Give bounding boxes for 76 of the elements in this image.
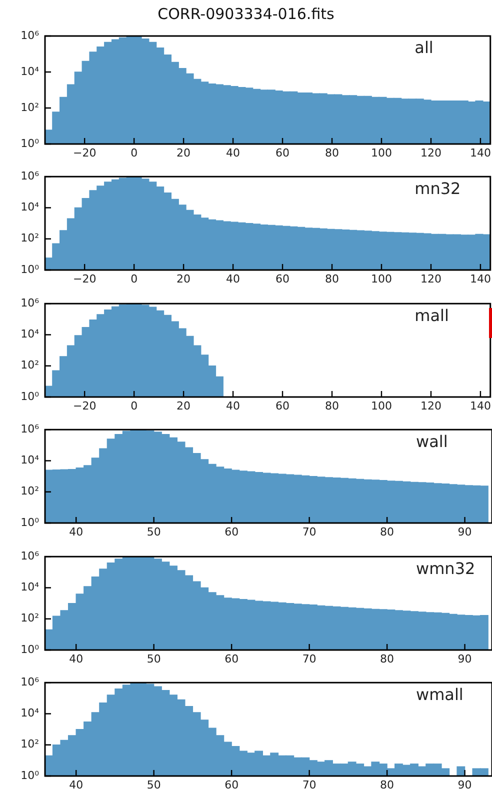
x-tick-label: 40 — [226, 146, 240, 160]
x-tick-label: 0 — [130, 272, 138, 286]
x-tick-label: 50 — [146, 525, 161, 538]
x-tick-label: 70 — [302, 652, 316, 666]
x-tick-label: 50 — [146, 778, 161, 792]
y-tick-label: 10⁶ — [20, 169, 40, 182]
annotation: all — [414, 38, 434, 58]
y-tick-label: 10⁰ — [20, 768, 40, 782]
annotation: wmn32 — [416, 558, 476, 578]
x-tick-label: 60 — [224, 652, 239, 666]
y-tick-label: 10⁴ — [20, 454, 40, 467]
x-tick-label: 50 — [146, 652, 161, 666]
x-tick-label: 40 — [69, 652, 84, 666]
x-tick-label: 70 — [302, 525, 316, 538]
y-tick-label: 10² — [20, 358, 39, 372]
y-tick-label: 10² — [20, 612, 39, 625]
x-tick-label: −20 — [72, 272, 96, 286]
chart-title: CORR-0903334-016.fits — [158, 4, 335, 23]
x-tick-label: −20 — [72, 399, 96, 412]
x-tick-label: 40 — [226, 272, 240, 286]
x-tick-label: 80 — [380, 525, 394, 538]
x-tick-label: 120 — [420, 399, 442, 412]
x-tick-label: 80 — [325, 146, 340, 160]
x-tick-label: 80 — [325, 272, 340, 286]
x-tick-label: 90 — [458, 652, 472, 666]
x-tick-label: 100 — [370, 272, 392, 286]
x-tick-label: 140 — [470, 399, 491, 412]
x-tick-label: 100 — [370, 146, 392, 160]
x-tick-label: 120 — [420, 272, 442, 286]
y-tick-label: 10² — [20, 484, 39, 498]
x-tick-label: 140 — [470, 146, 491, 160]
y-tick-label: 10⁶ — [20, 422, 40, 436]
y-tick-label: 10⁴ — [20, 706, 40, 720]
x-tick-label: 60 — [224, 525, 239, 538]
y-tick-label: 10⁴ — [20, 580, 40, 594]
x-tick-label: 40 — [69, 778, 84, 792]
x-tick-label: 90 — [458, 525, 472, 538]
y-tick-label: 10⁰ — [20, 516, 40, 529]
x-tick-label: 140 — [470, 272, 491, 286]
annotation: mn32 — [414, 178, 461, 198]
y-tick-label: 10⁴ — [20, 328, 40, 341]
x-tick-label: 20 — [176, 272, 191, 286]
x-tick-label: 0 — [130, 146, 138, 160]
y-tick-label: 10⁰ — [20, 136, 40, 150]
x-tick-label: 60 — [224, 778, 239, 792]
y-tick-label: 10⁰ — [20, 642, 40, 656]
x-tick-label: 80 — [380, 652, 394, 666]
x-tick-label: −20 — [72, 146, 96, 160]
x-tick-label: 20 — [176, 146, 191, 160]
x-tick-label: 40 — [69, 525, 84, 538]
x-tick-label: 90 — [458, 778, 472, 792]
annotation: wall — [416, 432, 448, 451]
x-tick-label: 70 — [302, 778, 316, 792]
x-tick-label: 0 — [130, 399, 138, 412]
x-tick-label: 20 — [176, 399, 191, 412]
y-tick-label: 10⁰ — [20, 262, 40, 276]
annotation: wmall — [416, 684, 464, 704]
y-tick-label: 10⁶ — [20, 28, 40, 42]
y-tick-label: 10⁶ — [20, 549, 40, 562]
x-tick-label: 60 — [276, 272, 290, 286]
x-tick-label: 80 — [380, 778, 394, 792]
annotation: mall — [414, 306, 449, 325]
y-tick-label: 10⁰ — [20, 390, 40, 403]
x-tick-label: 60 — [276, 399, 290, 412]
y-tick-label: 10⁴ — [20, 64, 40, 78]
y-tick-label: 10² — [20, 232, 39, 245]
x-tick-label: 60 — [276, 146, 290, 160]
x-tick-label: 100 — [370, 399, 392, 412]
y-tick-label: 10⁶ — [20, 675, 40, 688]
x-tick-label: 40 — [226, 399, 240, 412]
x-tick-label: 80 — [325, 399, 340, 412]
y-tick-label: 10⁶ — [20, 296, 40, 310]
y-tick-label: 10² — [20, 738, 39, 751]
y-tick-label: 10⁴ — [20, 200, 40, 214]
x-tick-label: 120 — [420, 146, 442, 160]
y-tick-label: 10² — [20, 100, 39, 114]
